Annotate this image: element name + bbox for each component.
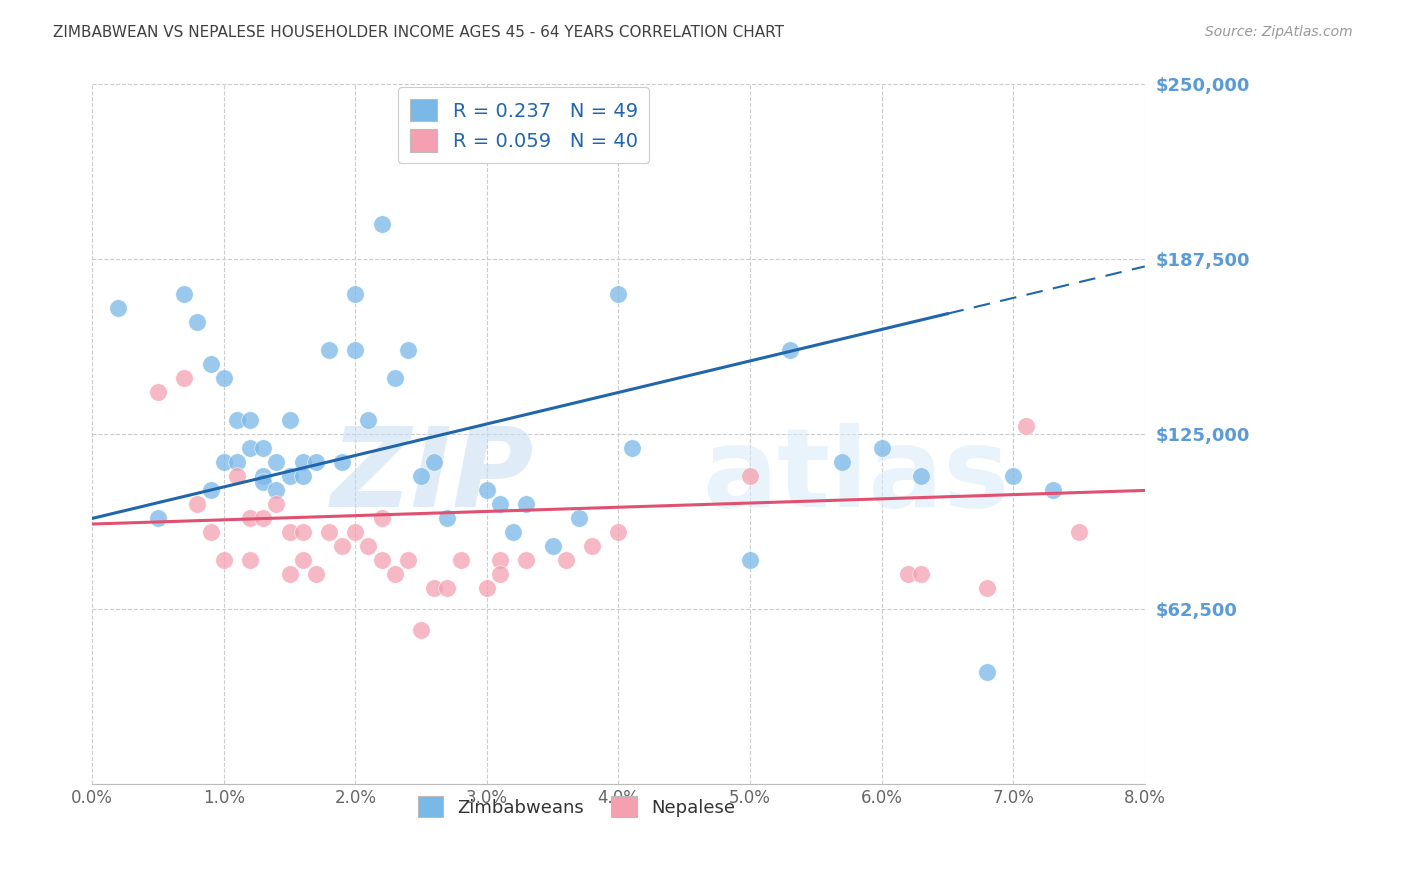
Point [291,469,314,483]
Point [607,525,630,540]
Point [200,525,222,540]
Point [252,469,274,483]
Point [976,582,998,596]
Point [239,442,262,456]
Point [1015,419,1038,434]
Point [330,455,353,469]
Point [436,511,458,525]
Point [779,343,801,358]
Point [266,498,288,512]
Point [357,540,380,554]
Point [910,469,932,483]
Text: atlas: atlas [703,423,1010,530]
Point [489,567,512,582]
Point [475,582,498,596]
Point [1002,469,1025,483]
Point [266,483,288,498]
Point [239,553,262,567]
Legend: Zimbabweans, Nepalese: Zimbabweans, Nepalese [411,789,742,824]
Point [173,371,195,385]
Point [226,469,249,483]
Point [252,442,274,456]
Point [252,511,274,525]
Point [200,483,222,498]
Point [226,455,249,469]
Point [475,483,498,498]
Point [370,218,392,232]
Point [396,343,419,358]
Point [212,455,235,469]
Point [212,371,235,385]
Point [344,287,367,301]
Point [107,301,129,316]
Point [1067,525,1090,540]
Point [370,553,392,567]
Point [186,498,208,512]
Point [910,567,932,582]
Point [568,511,591,525]
Point [396,553,419,567]
Point [305,567,328,582]
Point [330,540,353,554]
Point [291,525,314,540]
Point [738,553,761,567]
Point [344,343,367,358]
Point [146,385,169,400]
Point [436,582,458,596]
Point [344,525,367,540]
Point [200,358,222,372]
Point [489,553,512,567]
Text: ZIP: ZIP [330,423,534,530]
Point [423,455,446,469]
Point [831,455,853,469]
Point [554,553,576,567]
Point [186,315,208,329]
Text: ZIMBABWEAN VS NEPALESE HOUSEHOLDER INCOME AGES 45 - 64 YEARS CORRELATION CHART: ZIMBABWEAN VS NEPALESE HOUSEHOLDER INCOM… [53,25,785,40]
Point [620,442,643,456]
Point [384,567,406,582]
Point [541,540,564,554]
Point [239,511,262,525]
Point [226,413,249,427]
Point [318,525,340,540]
Point [581,540,603,554]
Point [305,455,328,469]
Point [252,475,274,489]
Point [278,413,301,427]
Point [897,567,920,582]
Point [239,413,262,427]
Point [278,567,301,582]
Point [738,469,761,483]
Point [515,498,537,512]
Point [976,665,998,680]
Point [423,582,446,596]
Point [278,525,301,540]
Point [870,442,893,456]
Point [450,553,472,567]
Point [278,469,301,483]
Point [173,287,195,301]
Point [1042,483,1064,498]
Point [384,371,406,385]
Point [370,511,392,525]
Point [291,455,314,469]
Point [502,525,524,540]
Point [318,343,340,358]
Point [489,498,512,512]
Point [607,287,630,301]
Point [411,469,433,483]
Point [357,413,380,427]
Point [212,553,235,567]
Point [291,553,314,567]
Point [266,455,288,469]
Point [146,511,169,525]
Point [411,624,433,638]
Text: Source: ZipAtlas.com: Source: ZipAtlas.com [1205,25,1353,39]
Point [515,553,537,567]
